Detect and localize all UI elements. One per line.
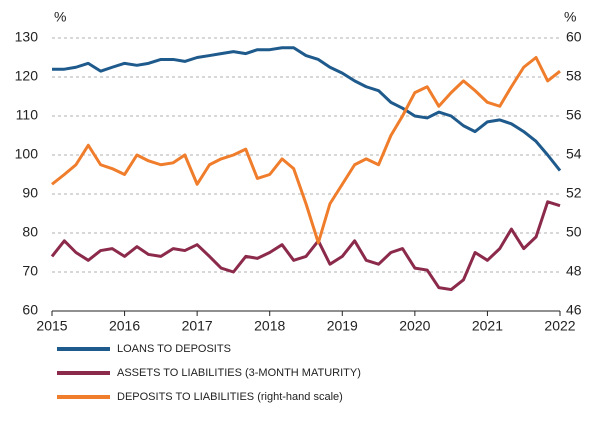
y2-tick-label: 54 [566,146,582,162]
y-tick-label: 130 [15,29,39,45]
x-tick-label: 2018 [254,318,285,334]
y-tick-label: 110 [16,107,39,123]
x-tick-label: 2016 [109,318,140,334]
y-axis-label: % [54,9,66,25]
y2-tick-label: 56 [566,107,582,123]
y2-tick-label: 46 [566,302,582,318]
y-tick-label: 80 [22,224,38,240]
x-tick-label: 2017 [182,318,213,334]
series-line [50,200,561,292]
y-tick-label: 60 [22,302,38,318]
y2-axis-label: % [564,9,576,25]
y-tick-label: 90 [22,185,38,201]
y2-tick-label: 48 [566,263,582,279]
series-line [52,46,562,172]
y-tick-label: 100 [15,146,39,162]
legend-label: ASSETS TO LIABILITIES (3-MONTH MATURITY) [117,367,361,379]
y2-tick-label: 52 [566,185,582,201]
x-tick-label: 2019 [327,318,358,334]
x-tick-label: 2022 [544,318,575,334]
series-line [51,56,561,245]
legend-label: DEPOSITS TO LIABILITIES (right-hand scal… [117,391,343,403]
y-tick-label: 70 [22,263,38,279]
x-tick-label: 2020 [399,318,430,334]
y2-tick-label: 58 [566,68,582,84]
legend-label: LOANS TO DEPOSITS [117,343,231,355]
y2-tick-label: 60 [566,29,582,45]
x-tick-label: 2021 [472,318,503,334]
y2-tick-label: 50 [566,224,582,240]
x-tick-label: 2015 [36,318,67,334]
y-tick-label: 120 [15,68,39,84]
